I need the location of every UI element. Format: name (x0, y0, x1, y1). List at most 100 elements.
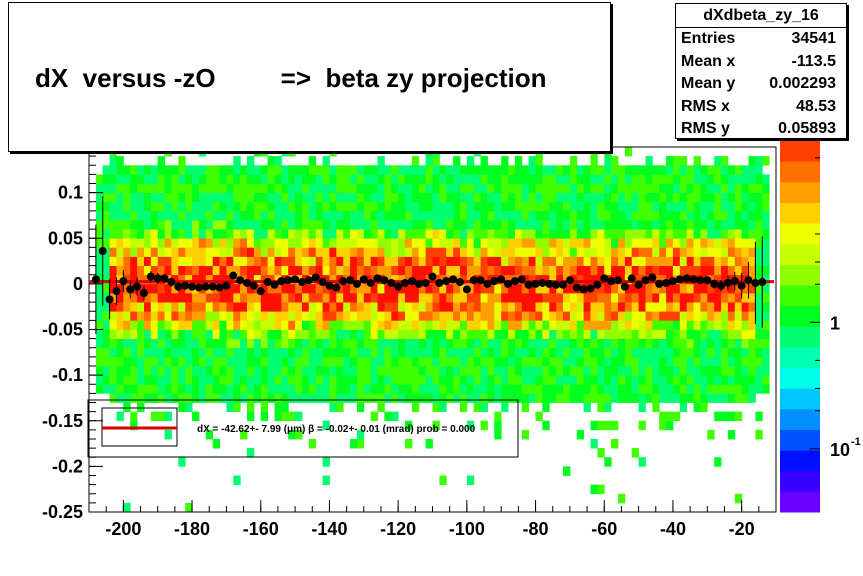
heatmap-cell (508, 256, 516, 266)
heatmap-cell (604, 293, 612, 303)
heatmap-cell (281, 210, 289, 221)
heatmap-cell (508, 311, 516, 321)
heatmap-cell (521, 174, 530, 184)
heatmap-cell (295, 393, 303, 403)
heatmap-cell (460, 274, 468, 285)
heatmap-cell (638, 192, 646, 203)
profile-point (146, 272, 155, 281)
heatmap-cell (363, 338, 372, 349)
heatmap-cell (659, 229, 667, 239)
heatmap-cell (370, 247, 378, 257)
heatmap-cell (274, 384, 282, 394)
heatmap-cell (178, 283, 186, 294)
heatmap-cell (446, 384, 454, 394)
heatmap-cell (563, 174, 571, 184)
heatmap-cell (260, 229, 269, 239)
heatmap-cell (686, 192, 694, 203)
heatmap-cell (144, 174, 152, 184)
heatmap-cell (308, 165, 317, 175)
heatmap-cell (439, 347, 447, 358)
heatmap-cell (205, 238, 214, 248)
heatmap-cell (679, 347, 688, 358)
heatmap-cell (377, 229, 385, 239)
heatmap-cell (281, 247, 289, 257)
heatmap-cell (267, 375, 275, 385)
heatmap-cell (556, 302, 564, 312)
heatmap-cell (480, 201, 488, 212)
heatmap-cell (556, 265, 564, 276)
heatmap-cell (521, 384, 530, 394)
heatmap-cell (288, 347, 296, 358)
heatmap-cell (418, 165, 427, 175)
heatmap-cell (164, 338, 172, 349)
heatmap-cell (336, 311, 344, 321)
heatmap-cell (569, 293, 578, 303)
heatmap-cell (350, 201, 358, 212)
heatmap-cell (556, 347, 564, 358)
heatmap-cell (178, 238, 186, 248)
heatmap-cell (638, 265, 646, 276)
heatmap-cell (343, 366, 351, 376)
heatmap-cell (315, 375, 323, 385)
heatmap-cell (253, 293, 262, 303)
heatmap-cell (446, 229, 454, 239)
heatmap-cell (501, 375, 509, 385)
heatmap-cell (247, 338, 255, 349)
heatmap-cell (762, 156, 770, 166)
heatmap-cell (501, 201, 509, 212)
heatmap-cell (109, 165, 117, 175)
profile-point (421, 278, 430, 287)
heatmap-cell (356, 165, 365, 175)
heatmap-cell (308, 192, 317, 203)
heatmap-cell (425, 311, 433, 321)
heatmap-cell (501, 402, 509, 412)
heatmap-cell (171, 356, 179, 367)
heatmap-cell (233, 475, 241, 485)
heatmap-cell (411, 347, 420, 358)
heatmap-cell (164, 375, 172, 385)
heatmap-cell (645, 174, 653, 184)
heatmap-cell (109, 256, 117, 266)
heatmap-cell (494, 256, 502, 266)
profile-point (256, 287, 265, 296)
heatmap-cell (102, 210, 110, 221)
heatmap-cell (240, 201, 248, 212)
heatmap-cell (569, 265, 578, 276)
heatmap-cell (157, 283, 165, 294)
heatmap-cell (123, 256, 131, 266)
heatmap-cell (343, 201, 351, 212)
heatmap-cell (542, 402, 550, 412)
heatmap-cell (137, 375, 145, 385)
heatmap-cell (652, 210, 660, 221)
heatmap-cell (274, 238, 282, 248)
heatmap-cell (336, 320, 344, 330)
heatmap-cell (508, 384, 516, 394)
heatmap-cell (487, 210, 495, 221)
heatmap-cell (425, 174, 433, 184)
heatmap-cell (569, 329, 578, 339)
heatmap-cell (659, 384, 667, 394)
heatmap-cell (329, 201, 337, 212)
heatmap-cell (721, 338, 729, 349)
heatmap-cell (487, 165, 495, 175)
heatmap-cell (219, 229, 227, 239)
heatmap-cell (700, 302, 708, 312)
heatmap-cell (425, 320, 433, 330)
heatmap-cell (652, 201, 660, 212)
heatmap-cell (95, 375, 104, 385)
heatmap-cell (707, 338, 715, 349)
heatmap-cell (405, 192, 413, 203)
heatmap-cell (295, 165, 303, 175)
heatmap-cell (666, 293, 674, 303)
heatmap-cell (350, 256, 358, 266)
heatmap-cell (652, 311, 660, 321)
profile-point (346, 276, 355, 285)
heatmap-cell (604, 283, 612, 294)
heatmap-cell (350, 366, 358, 376)
heatmap-cell (514, 311, 523, 321)
heatmap-cell (116, 238, 124, 248)
heatmap-cell (700, 229, 708, 239)
heatmap-cell (501, 210, 509, 221)
heatmap-cell (370, 293, 378, 303)
heatmap-cell (391, 347, 399, 358)
